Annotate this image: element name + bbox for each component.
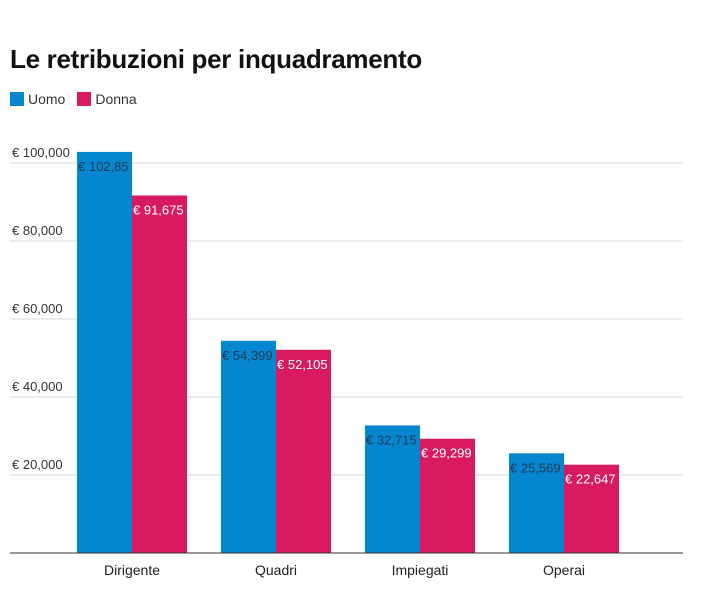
x-axis-categories: Dirigente Quadri Impiegati Operai bbox=[104, 562, 585, 578]
x-category-label: Dirigente bbox=[104, 562, 160, 578]
data-label: € 54,399 bbox=[222, 348, 273, 363]
legend-swatch-uomo bbox=[10, 92, 24, 106]
x-category-label: Operai bbox=[543, 562, 585, 578]
y-tick-label: € 20,000 bbox=[12, 457, 63, 472]
y-tick-label: € 40,000 bbox=[12, 379, 63, 394]
bar-donna-impiegati bbox=[420, 438, 475, 553]
bar-donna-operai bbox=[564, 464, 619, 553]
legend-label-donna: Donna bbox=[95, 91, 137, 107]
bar-uomo-dirigente bbox=[77, 151, 132, 553]
bar-uomo-quadri bbox=[221, 340, 276, 553]
y-tick-label: € 60,000 bbox=[12, 301, 63, 316]
data-label: € 32,715 bbox=[366, 432, 417, 447]
y-tick-label: € 100,000 bbox=[12, 145, 70, 160]
data-label: € 91,675 bbox=[133, 202, 184, 217]
data-label: € 102,85 bbox=[78, 159, 129, 174]
bar-uomo-impiegati bbox=[365, 425, 420, 553]
legend-label-uomo: Uomo bbox=[28, 91, 66, 107]
bar-uomo-operai bbox=[509, 453, 564, 553]
legend-item-uomo: Uomo bbox=[10, 91, 65, 107]
bars bbox=[77, 151, 619, 553]
legend-swatch-donna bbox=[77, 92, 92, 106]
y-tick-label: € 80,000 bbox=[12, 223, 63, 238]
data-label: € 29,299 bbox=[421, 446, 472, 461]
bar-donna-dirigente bbox=[132, 195, 187, 553]
x-category-label: Impiegati bbox=[392, 562, 449, 578]
chart-title: Le retribuzioni per inquadramento bbox=[10, 44, 422, 74]
data-label: € 52,105 bbox=[277, 357, 328, 372]
x-category-label: Quadri bbox=[255, 562, 297, 578]
data-labels: € 102,85 € 91,675 € 54,399 € 52,105 € 32,715… bbox=[78, 159, 616, 487]
bar-donna-quadri bbox=[276, 349, 331, 553]
data-label: € 22,647 bbox=[565, 472, 616, 487]
legend-item-donna: Donna bbox=[77, 91, 137, 107]
legend: Uomo Donna bbox=[10, 91, 149, 107]
data-label: € 25,569 bbox=[510, 460, 561, 475]
y-axis-ticks: € 20,000 € 40,000 € 60,000 € 80,000 € 100,00… bbox=[12, 145, 70, 472]
